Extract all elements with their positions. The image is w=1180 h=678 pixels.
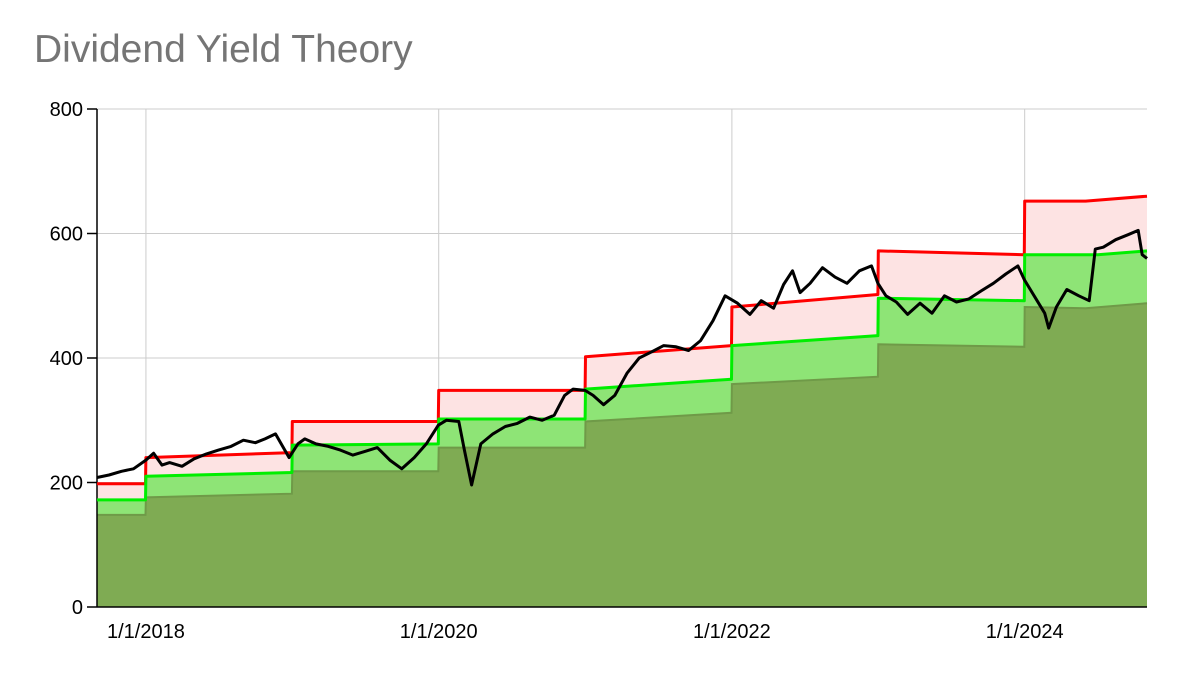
x-tick-label-0: 1/1/2018 bbox=[107, 621, 185, 643]
x-tick-label-1: 1/1/2020 bbox=[400, 621, 478, 643]
y-tick-label-0: 0 bbox=[72, 597, 83, 619]
x-tick-label-2: 1/1/2022 bbox=[693, 621, 771, 643]
chart-title: Dividend Yield Theory bbox=[34, 28, 413, 71]
y-tick-label-3: 600 bbox=[50, 224, 83, 246]
x-tick-label-3: 1/1/2024 bbox=[986, 621, 1064, 643]
y-tick-label-1: 200 bbox=[50, 473, 83, 495]
y-tick-label-4: 800 bbox=[50, 99, 83, 121]
price-line bbox=[96, 228, 1148, 487]
undervalued-band-area bbox=[97, 303, 1147, 607]
y-tick-label-2: 400 bbox=[50, 348, 83, 370]
overvalued-line bbox=[97, 194, 1148, 486]
undervalued-line bbox=[97, 302, 1148, 516]
